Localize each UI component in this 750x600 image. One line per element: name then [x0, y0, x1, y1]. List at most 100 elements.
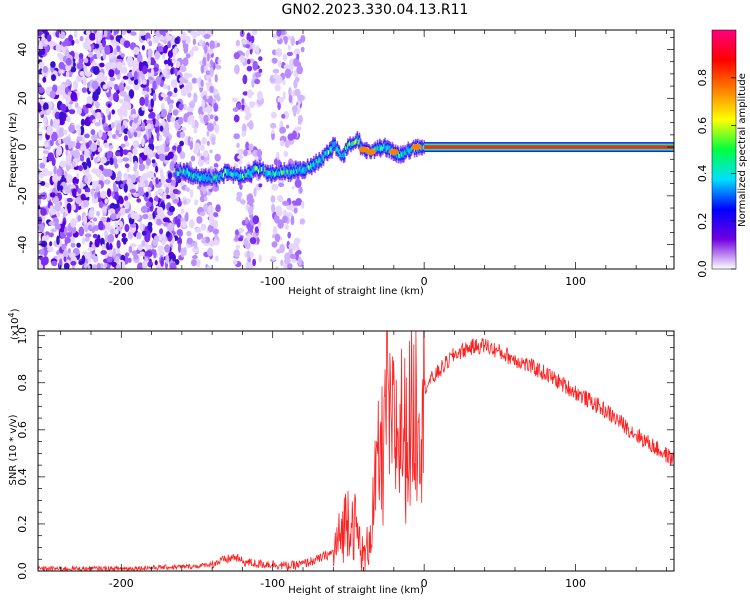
spectrogram-cell — [70, 66, 77, 73]
spectrogram-cell — [277, 102, 281, 111]
spectrogram-cell — [201, 137, 207, 145]
y-tick-label: 0.8 — [16, 374, 29, 392]
spectrogram-cell — [170, 79, 178, 88]
spectrogram-cell — [92, 217, 98, 222]
spectrogram-cell — [42, 155, 47, 165]
spectrogram-cell — [118, 197, 124, 205]
spectrogram-cell — [294, 88, 301, 96]
spectrogram-cell — [97, 153, 101, 163]
ridge-inner — [287, 170, 290, 177]
spectrogram-cell — [80, 193, 86, 201]
spectrogram-cell — [117, 170, 122, 180]
spectrogram-cell — [87, 224, 93, 231]
spectrogram-cell — [123, 183, 128, 193]
ridge-inner — [346, 146, 348, 152]
spectrogram-cell — [295, 200, 300, 206]
spectrogram-cell — [133, 70, 138, 80]
spectrogram-cell — [213, 163, 219, 169]
spectrogram-cell — [178, 116, 184, 125]
spectrogram-cell — [175, 60, 181, 69]
spectrogram-cell — [286, 51, 293, 57]
spectrogram-cell — [236, 195, 242, 202]
spectrogram-cell — [122, 157, 129, 162]
spectrogram-cell — [189, 114, 195, 122]
spectrogram-cell — [161, 118, 166, 128]
spectrogram-cell — [38, 86, 45, 94]
ridge-core — [351, 141, 353, 146]
spectrogram-cell — [203, 114, 209, 124]
spectrogram-cell — [258, 156, 262, 162]
spectrogram-cell — [38, 122, 41, 129]
spectrogram-cell — [99, 62, 105, 68]
ridge-core — [397, 153, 400, 158]
spectrogram-cell — [187, 30, 192, 33]
spectrogram-cell — [127, 231, 133, 239]
spectrogram-cell — [54, 202, 61, 212]
ridge-inner — [321, 153, 324, 160]
spectrogram-cell — [152, 92, 157, 102]
spectrogram-cell — [133, 254, 139, 260]
spectrogram-cell — [191, 120, 196, 129]
spectrogram-cell — [156, 206, 164, 216]
spectrogram-cell — [198, 113, 203, 120]
spectrogram-cell — [209, 59, 214, 70]
spectrogram-cell — [160, 169, 164, 178]
spectrogram-cell — [118, 259, 126, 268]
spectrogram-cell — [133, 46, 140, 56]
ridge-inner — [395, 151, 398, 158]
ridge-core — [273, 173, 276, 177]
spectrogram-cell — [288, 243, 295, 250]
spectrogram-cell — [216, 42, 220, 48]
spectrogram-cell — [293, 243, 300, 248]
spectrogram-cell — [74, 142, 82, 149]
ridge-core — [313, 161, 315, 166]
spectrogram-cell — [215, 64, 222, 70]
spectrogram-ridge — [174, 130, 674, 188]
spectrogram-cell — [270, 111, 277, 119]
spectrogram-cell — [205, 70, 211, 76]
ridge-inner — [311, 163, 313, 171]
spectrogram-cell — [128, 89, 135, 99]
ridge-inner — [237, 173, 240, 180]
snr-y-label: SNR (10 * v/v) — [8, 414, 19, 485]
spectrogram-cell — [90, 188, 95, 197]
ridge-inner — [210, 177, 212, 183]
spectrogram-cell — [206, 53, 210, 62]
ridge-core — [258, 169, 260, 174]
spectrogram-cell — [158, 36, 165, 41]
spectrogram-cell — [117, 108, 121, 113]
spectrogram-cell — [92, 233, 98, 239]
spectrogram-cell — [125, 85, 131, 90]
spectrogram-cell — [159, 153, 166, 162]
spectrogram-cell — [280, 259, 284, 266]
spectrogram-cell — [207, 204, 214, 215]
ridge-inner — [277, 171, 279, 176]
spectrogram-cell — [119, 105, 127, 114]
spectrogram-cell — [102, 212, 106, 217]
spectrogram-cell — [68, 252, 76, 259]
spectrogram-cell — [237, 148, 244, 155]
spectrogram-cell — [114, 163, 119, 169]
spectrogram-cell — [207, 247, 214, 257]
spectrogram-cell — [117, 158, 124, 164]
spectrogram-cell — [39, 60, 44, 69]
spectrogram-cell — [236, 103, 242, 109]
spectrogram-cell — [297, 39, 302, 45]
colorbar-tick-label: 0.4 — [696, 165, 709, 183]
spectrogram-cell — [178, 76, 186, 83]
spectrogram-cell — [217, 58, 221, 64]
spectrogram-cell — [209, 86, 214, 94]
colorbar-gradient — [712, 30, 736, 269]
spectrogram-cell — [189, 101, 195, 109]
spectrogram-cell — [186, 111, 194, 116]
ridge-core — [404, 150, 406, 155]
ridge-inner — [407, 146, 410, 153]
spectrogram-cell — [293, 207, 298, 214]
spectrogram-cell — [66, 197, 73, 203]
spectrogram-cell — [203, 150, 209, 158]
spectrogram-cell — [257, 220, 262, 228]
ridge-core — [353, 141, 355, 145]
ridge-inner — [343, 150, 346, 158]
spectrogram-cell — [141, 65, 148, 75]
x-tick-label: 100 — [565, 577, 586, 590]
